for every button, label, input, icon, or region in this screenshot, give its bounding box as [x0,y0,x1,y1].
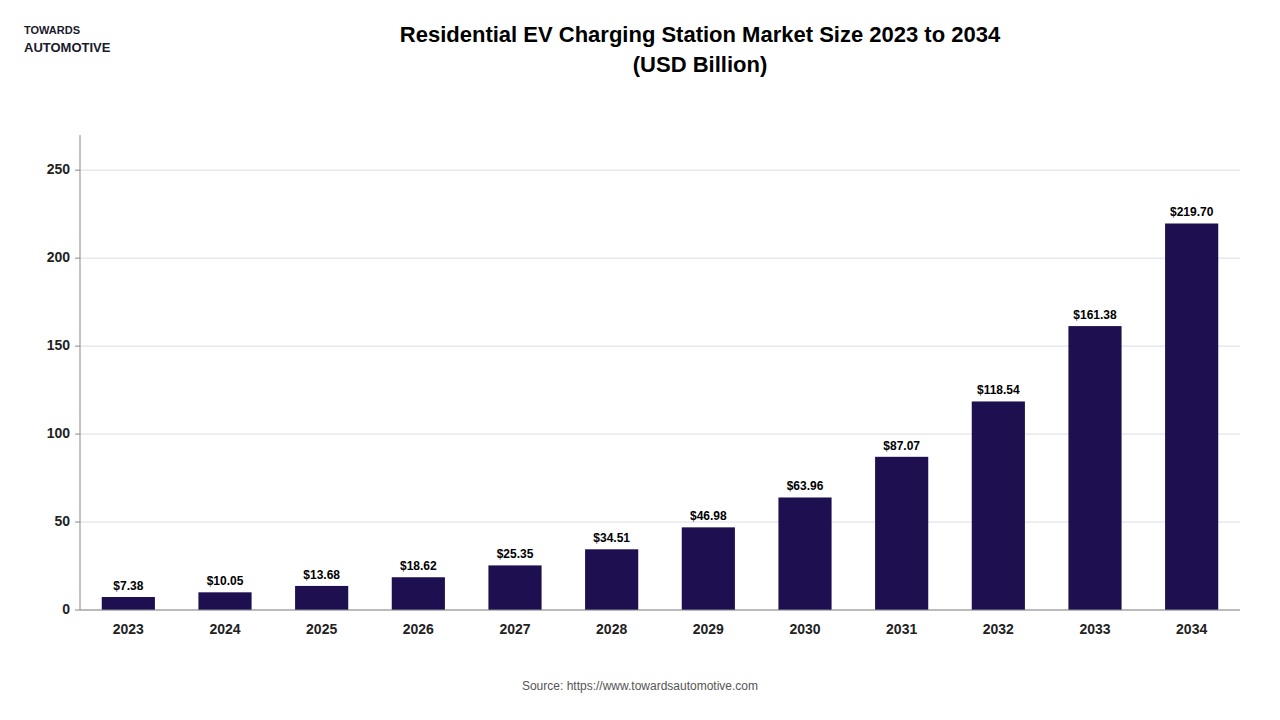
y-tick-label: 200 [47,249,71,265]
y-axis: 0 50 100 150 200 250 [47,135,80,617]
y-tick [75,434,80,435]
grid-line [80,346,1240,347]
data-label: $34.51 [593,531,630,545]
x-tick-label: 2031 [886,621,917,637]
logo-text: TOWARDS [24,24,80,36]
bar [1068,326,1121,610]
x-tick-label: 2023 [113,621,144,637]
data-label: $7.38 [113,579,143,593]
data-label: $46.98 [690,509,727,523]
bar [972,401,1025,610]
bar [585,549,638,610]
bar [392,577,445,610]
bar [778,497,831,610]
y-tick [75,610,80,611]
x-axis-line [80,609,1240,610]
x-tick-label: 2034 [1176,621,1207,637]
y-tick-label: 50 [54,513,70,529]
data-label: $219.70 [1170,205,1214,219]
subtitle: (USD Billion) [633,52,767,77]
bar [488,565,541,610]
data-label: $18.62 [400,559,437,573]
grid [80,170,1240,610]
bar [198,592,251,610]
title: Residential EV Charging Station Market S… [400,22,1001,47]
grid-line [80,522,1240,523]
data-label: $25.35 [497,547,534,561]
bars [102,223,1219,610]
y-tick [75,258,80,259]
data-label: $63.96 [787,479,824,493]
bar [102,597,155,610]
y-tick-label: 100 [47,425,71,441]
grid-line [80,258,1240,259]
grid-line [80,434,1240,435]
y-tick [75,170,80,171]
x-axis: 2023 2024 2025 2026 2027 2028 2029 2030 2031 2032… [80,610,1240,637]
y-tick [75,522,80,523]
bar [682,527,735,610]
y-axis-line [80,135,81,610]
y-tick-label: 0 [62,601,70,617]
logo: TOWARDS AUTOMOTIVE [24,24,111,55]
x-tick-label: 2032 [983,621,1014,637]
bar [295,586,348,610]
x-tick-label: 2027 [499,621,530,637]
grid-line [80,610,1240,611]
data-label: $10.05 [207,574,244,588]
x-tick-label: 2030 [789,621,820,637]
x-tick-label: 2024 [209,621,240,637]
logo-text: AUTOMOTIVE [24,40,111,55]
x-tick-label: 2025 [306,621,337,637]
y-tick-label: 150 [47,337,71,353]
data-label: $161.38 [1073,308,1117,322]
bar [1165,223,1218,610]
data-label: $87.07 [883,439,920,453]
y-tick [75,346,80,347]
bar [875,457,928,610]
y-tick-label: 250 [47,161,71,177]
data-label: $13.68 [303,568,340,582]
x-tick-label: 2026 [403,621,434,637]
x-tick-label: 2029 [693,621,724,637]
x-tick-label: 2028 [596,621,627,637]
x-tick-label: 2033 [1079,621,1110,637]
data-label: $118.54 [977,383,1020,397]
data-labels: $7.38 $10.05 $13.68 $18.62 $25.35 $34.51 $46.9… [113,205,1213,593]
source: Source: https://www.towardsautomotive.co… [522,679,758,693]
chart: 0 50 100 150 200 250 $7.38 $10.05 $13.68 $18.62 $2… [0,0,1280,720]
grid-line [80,170,1240,171]
